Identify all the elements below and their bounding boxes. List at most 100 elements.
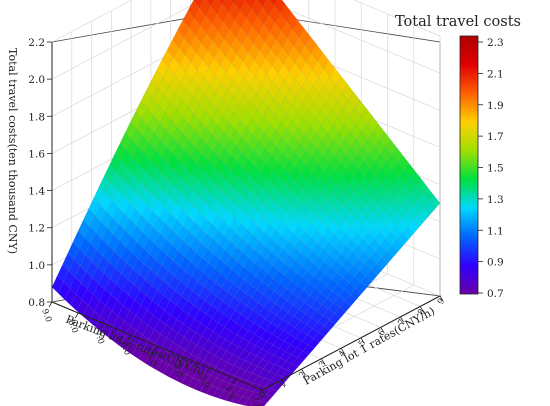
x-tick-mark [74,312,79,319]
surface-cell [378,211,391,226]
surface-cell [331,100,344,117]
surface-cell [365,269,378,282]
surface-cell [256,401,268,406]
surface-cell [388,198,401,213]
surface-cell [355,282,367,295]
z-tick-label: 1.4 [28,186,45,198]
surface-cell [141,107,154,127]
colorbar-title: Total travel costs [395,14,521,30]
surface-cell [233,0,246,11]
x-tick-label: 8.0 [65,318,79,334]
surface-cell [192,86,205,105]
surface-cell [210,198,223,216]
x-tick-label: 5.0 [144,351,158,367]
cost-surface [51,0,441,406]
surface-cell [271,243,284,258]
surface-cell [221,195,234,212]
surface-cell [239,0,252,19]
surface-cell [242,330,255,343]
colorbar-tick-label: 1.5 [487,163,504,175]
z-gridline [51,0,133,43]
surface-cell [161,49,174,68]
surface-cell [228,113,241,131]
surface-cell [337,205,350,221]
surface-cell [88,310,101,328]
surface-cell [182,9,195,29]
colorbar-tick-label: 2.1 [487,68,504,80]
surface-cell [144,353,157,367]
surface-cell [307,263,320,277]
x-tick-mark [127,334,132,341]
z-tick-label: 1.2 [28,223,45,235]
surface-cell [179,166,192,184]
surface-cell [87,294,100,312]
surface-cell [250,196,263,213]
y-tick-label: 3 [317,359,328,369]
z-axis-label: Total travel costs(ten thousand CNY) [6,48,19,254]
surface-cell [148,227,161,245]
surface-cell [217,115,230,133]
surface-cell [125,121,137,140]
surface-cell [251,366,264,377]
x-tick-label: 9.0 [39,307,53,323]
surface-cell [127,268,140,286]
surface-cell [82,305,95,322]
surface-cell [241,143,254,160]
surface-cell [199,110,212,129]
x-tick-mark [232,378,237,385]
surface-cell [329,67,342,85]
z-tick-label: 1.8 [28,111,45,123]
x-ticks: 9.0 8.0 7.0 6.0 5.0 4.0 3.0 2.0 1.0 [39,301,263,406]
surface-cell [150,166,163,185]
z-ticks: 0.8 1.0 1.2 1.4 1.6 1.8 2.0 2.2 [28,37,52,309]
surface-cell [280,4,293,22]
x-tick-label: 7.0 [92,329,106,345]
surface-cell [107,326,120,342]
surface-cell [51,275,64,294]
surface-cell [398,170,411,186]
surface-cell [205,117,218,136]
surface-cell [394,191,407,206]
surface-cell [239,199,252,215]
surface-cell [256,281,269,295]
colorbar-tick-label: 0.7 [487,288,504,300]
surface-cell [302,94,315,111]
surface-cell [339,233,352,247]
surface-cell [326,291,339,303]
surface-cell [244,0,246,2]
surface-cell [62,253,75,272]
surface-cell [125,340,138,356]
surface-cell [258,23,271,42]
surface-cell [243,341,256,354]
x-tick-mark [258,389,263,396]
surface-cell [367,131,380,147]
surface-cell [261,273,274,287]
surface-cell [296,86,309,104]
surface-cell [111,300,124,317]
surface-cell [334,147,347,163]
surface-cell [130,110,143,130]
surface-cell [318,170,331,187]
surface-cell [56,264,69,283]
surface-cell [291,196,304,212]
surface-cell [285,190,298,206]
surface-cell [295,252,308,266]
y-tick-label: 5 [357,339,368,349]
y-tick-label: 8 [416,307,427,317]
x-tick-label: 6.0 [118,340,132,356]
surface-cell [130,315,143,331]
surface-cell [192,369,205,381]
surface-cell [57,281,70,300]
surface-cell [318,68,331,86]
surface-cell [98,175,111,194]
surface-cell [123,294,135,311]
surface-cell [135,100,148,119]
z-tick-label: 2.0 [28,74,45,86]
colorbar-gradient [459,35,479,295]
y-tick-mark [360,337,365,343]
surface-cell [228,296,241,311]
surface-cell [272,177,285,193]
surface-cell [293,37,306,55]
y-tick-mark [419,306,424,312]
